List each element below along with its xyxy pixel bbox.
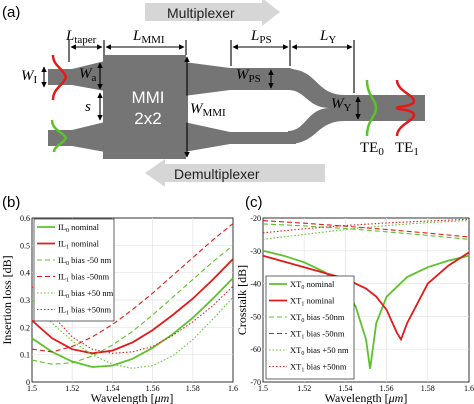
legend-entry: IL1 nominal	[58, 239, 100, 251]
panel-c-ylabel: Crosstalk [dB]	[235, 265, 249, 335]
x-tick-label: 1.54	[338, 384, 352, 393]
input-mode-profile-green	[50, 119, 68, 153]
legend-entry: IL1 bias -50nm	[58, 272, 110, 284]
output-waveguide-bottom	[184, 122, 296, 152]
panel-b: (b) 1.5 1.52 1.54 1.56 1.58 1.6 0 0.1 0.2 0.3 0.4 0…	[0, 194, 238, 404]
x-tick-label: 1.5	[258, 384, 268, 393]
te0-mode-profile	[365, 79, 378, 137]
legend-entry: XT1 bias -50nm	[290, 329, 345, 341]
l-taper-label: Ltaper	[65, 28, 97, 46]
y-tick-label: -40	[250, 280, 261, 289]
y-tick-label: -60	[250, 345, 261, 354]
panel-b-label: (b)	[2, 194, 20, 211]
input-waveguide-bottom	[48, 122, 105, 152]
mmi-block	[103, 55, 186, 159]
series-line-4	[262, 220, 470, 240]
y-tick-label: -20	[250, 214, 261, 223]
x-tick-label: 1.6	[464, 384, 474, 393]
w-i-label: WI	[21, 68, 38, 86]
y-tick-label: 0.2	[20, 323, 30, 332]
input-mode-profile-red	[51, 54, 68, 101]
x-tick-label: 1.54	[105, 384, 119, 393]
panel-c-xlabel: Wavelength [μm]	[325, 391, 408, 404]
panel-b-ylabel: Insertion loss [dB]	[0, 255, 14, 344]
panel-a-label: (a)	[2, 4, 20, 21]
x-tick-label: 1.52	[65, 384, 79, 393]
panel-c-legend: XT0 nominal XT1 nominal XT0 bias -50nm XT1 …	[265, 275, 355, 380]
w-y-label: WY	[331, 96, 352, 114]
panel-a: (a) Multiplexer Demultiplexer MMI 2x2	[2, 0, 425, 187]
l-y-label: LY	[319, 28, 336, 46]
mmi-label-line2: 2x2	[134, 109, 161, 128]
series-line-2	[262, 223, 470, 240]
demultiplexer-label: Demultiplexer	[174, 166, 260, 182]
y-tick-label: 0.1	[20, 351, 30, 360]
y-tick-label: -30	[250, 247, 261, 256]
legend-entry: XT1 bias +50nm	[290, 362, 347, 374]
y-tick-label: 0.3	[20, 296, 30, 305]
mmi-label-line1: MMI	[131, 88, 164, 107]
te1-label: TE1	[395, 140, 419, 158]
x-tick-label: 1.56	[146, 384, 160, 393]
te0-label: TE0	[360, 140, 384, 158]
series-line-5	[262, 218, 470, 234]
series-line-3	[262, 220, 470, 238]
legend-box	[265, 275, 355, 380]
x-tick-label: 1.58	[186, 384, 200, 393]
x-tick-label: 1.52	[297, 384, 311, 393]
y-tick-label: 0.4	[20, 269, 30, 278]
multiplexer-arrow	[145, 0, 280, 26]
y-tick-label: 0.6	[20, 214, 30, 223]
y-tick-label: -70	[250, 378, 261, 387]
dimension-lines	[41, 40, 361, 158]
w-ps-label: WPS	[236, 67, 261, 85]
y-tick-label: -50	[250, 312, 261, 321]
w-mmi-label: WMMI	[190, 101, 226, 119]
l-ps-label: LPS	[250, 28, 272, 46]
legend-entry: XT0 bias +50 nm	[290, 345, 349, 357]
y-tick-label: 0.5	[20, 241, 30, 250]
panel-c-label: (c)	[245, 194, 263, 211]
l-mmi-label: LMMI	[132, 28, 165, 46]
panel-b-ticks: 1.5 1.52 1.54 1.56 1.58 1.6 0 0.1 0.2 0.3 0.4 0.5 0.…	[20, 214, 238, 393]
legend-entry: XT1 nominal	[290, 296, 335, 308]
panel-c: (c) 1.5 1.52 1.54 1.56 1.58 1.6 -70 -60 -50 -40 -3…	[235, 194, 474, 404]
panel-c-ticks: 1.5 1.52 1.54 1.56 1.58 1.6 -70 -60 -50 -40 -30 -20	[250, 214, 474, 393]
series-line-2	[31, 244, 234, 365]
series-line-1	[31, 258, 234, 355]
legend-box	[33, 218, 115, 322]
x-tick-label: 1.56	[380, 384, 394, 393]
y-tick-label: 0	[26, 378, 30, 387]
panel-b-series	[31, 223, 234, 369]
multiplexer-label: Multiplexer	[167, 5, 235, 21]
phase-shifter-top	[184, 62, 295, 96]
panel-b-xlabel: Wavelength [μm]	[91, 391, 174, 404]
legend-entry: IL0 bias -50 nm	[58, 255, 112, 267]
legend-entry: XT0 nominal	[290, 279, 335, 291]
te1-mode-profile	[395, 79, 416, 137]
series-line-0	[31, 277, 234, 368]
x-tick-label: 1.58	[421, 384, 435, 393]
series-line-3	[31, 223, 234, 353]
w-a-label: Wa	[79, 66, 97, 84]
legend-entry: IL0 nominal	[58, 222, 100, 234]
demultiplexer-arrow	[145, 159, 325, 187]
legend-entry: XT0 bias -50nm	[290, 312, 345, 324]
x-tick-label: 1.5	[27, 384, 37, 393]
x-tick-label: 1.6	[228, 384, 238, 393]
legend-entry: IL0 bias +50 nm	[58, 288, 114, 300]
legend-entry: IL1 bias +50nm	[58, 305, 112, 317]
panel-b-legend: IL0 nominal IL1 nominal IL0 bias -50 nm IL1…	[33, 218, 115, 322]
series-line-0	[262, 249, 470, 370]
s-label: s	[85, 99, 91, 115]
